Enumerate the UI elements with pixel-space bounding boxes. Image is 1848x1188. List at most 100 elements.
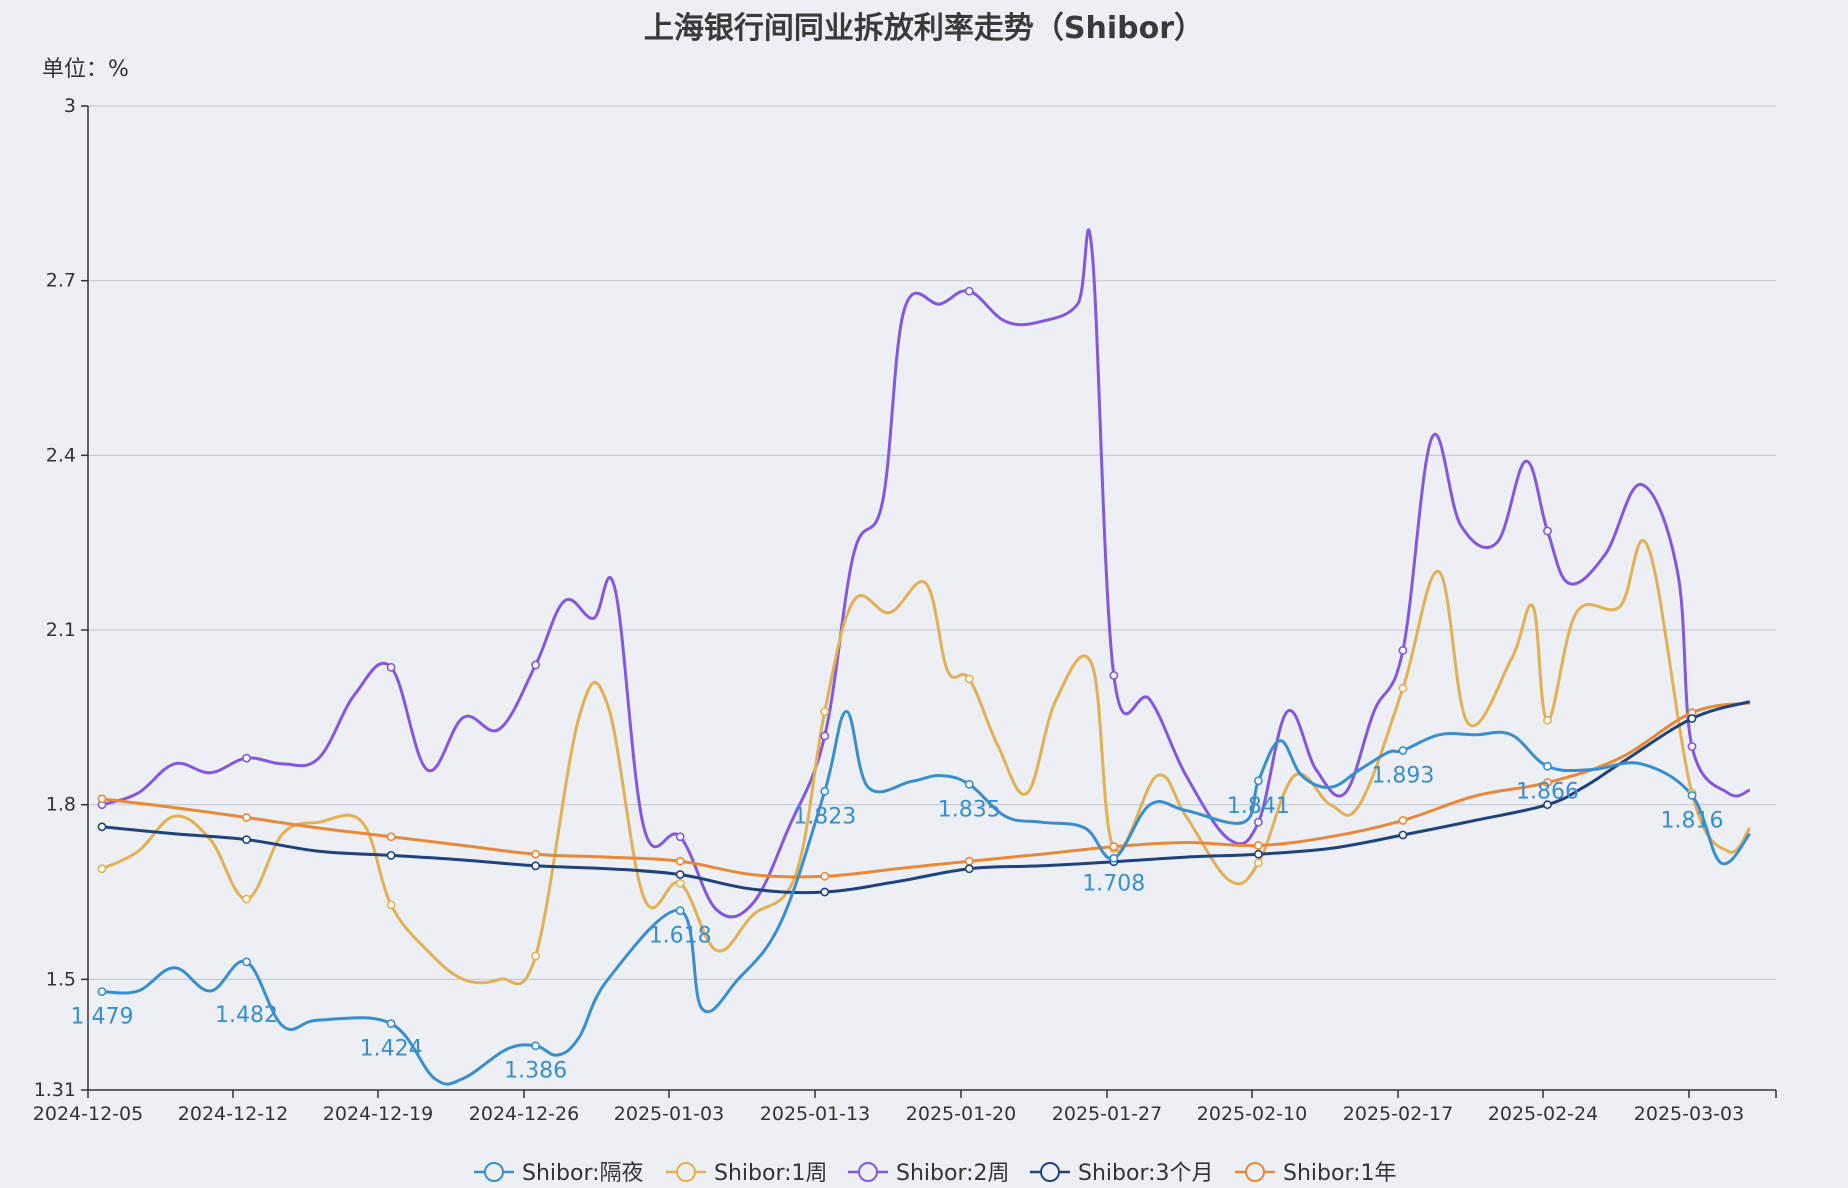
data-point <box>242 813 251 822</box>
data-point <box>675 856 685 866</box>
y-tick-label: 2.7 <box>46 270 76 292</box>
data-point <box>386 900 396 910</box>
data-point <box>97 864 107 874</box>
data-point <box>1543 526 1552 536</box>
data-point <box>820 786 830 796</box>
data-label: 1.386 <box>504 1059 567 1084</box>
legend-marker-icon <box>484 1162 504 1182</box>
data-point <box>1109 671 1119 680</box>
data-point <box>1398 816 1408 825</box>
data-point <box>386 832 396 842</box>
data-point <box>675 870 685 879</box>
legend-item-0[interactable]: Shibor:隔夜 <box>474 1161 644 1186</box>
x-tick-label: 2025-01-13 <box>760 1103 870 1125</box>
data-point <box>964 286 974 296</box>
x-tick-label: 2025-02-24 <box>1488 1103 1598 1125</box>
data-point <box>675 832 685 842</box>
x-tick-label: 2024-12-05 <box>33 1103 143 1125</box>
x-tick-label: 2025-02-17 <box>1343 1103 1453 1125</box>
data-point <box>1543 778 1552 787</box>
data-label: 1.835 <box>938 797 1001 822</box>
data-point <box>964 674 974 684</box>
data-label: 1.479 <box>71 1005 134 1030</box>
data-label: 1.816 <box>1661 808 1724 833</box>
data-label: 1.482 <box>215 1003 278 1028</box>
legend-item-4[interactable]: Shibor:1年 <box>1235 1161 1397 1186</box>
data-point <box>531 660 541 670</box>
data-point <box>820 887 830 897</box>
data-point <box>242 835 251 845</box>
data-point <box>820 707 830 716</box>
legend-label: Shibor:1年 <box>1283 1161 1397 1186</box>
unit-label: 单位：% <box>42 57 129 82</box>
series-line-2 <box>101 228 1751 919</box>
data-point <box>97 987 107 996</box>
data-label: 1.424 <box>360 1037 423 1062</box>
data-point <box>242 894 251 904</box>
data-point <box>1109 853 1119 863</box>
data-point <box>1253 858 1263 868</box>
x-tick-label: 2025-01-27 <box>1052 1103 1162 1125</box>
legend-marker-icon <box>676 1162 696 1182</box>
data-points <box>97 286 1697 1051</box>
data-point <box>964 856 974 866</box>
series-line-3 <box>101 700 1751 895</box>
legend-item-2[interactable]: Shibor:2周 <box>848 1161 1010 1186</box>
data-point <box>1543 715 1552 725</box>
legend-item-3[interactable]: Shibor:3个月 <box>1030 1161 1214 1186</box>
x-tick-label: 2025-01-03 <box>614 1103 724 1125</box>
data-point <box>1253 841 1263 850</box>
data-point <box>242 753 251 763</box>
data-point <box>1687 714 1697 723</box>
data-point <box>964 864 974 874</box>
series-line-4 <box>101 701 1751 879</box>
data-point <box>820 731 830 741</box>
x-tick-label: 2024-12-19 <box>323 1103 433 1125</box>
data-point <box>820 871 830 881</box>
data-label: 1.708 <box>1082 871 1145 896</box>
series-line-0 <box>101 709 1751 1086</box>
legend-label: Shibor:1周 <box>714 1161 828 1186</box>
data-point <box>1543 761 1552 771</box>
data-label: 1.893 <box>1371 764 1434 789</box>
legend-label: Shibor:2周 <box>896 1161 1010 1186</box>
data-point <box>1253 776 1263 786</box>
y-tick-label: 1.5 <box>46 968 76 990</box>
legend-marker-icon <box>1040 1162 1060 1182</box>
data-point <box>386 662 396 672</box>
data-point <box>531 849 541 859</box>
legend[interactable]: Shibor:隔夜 Shibor:1周 Shibor:2周 Shibor:3个月 Shi… <box>474 1161 1397 1186</box>
data-point <box>675 906 685 916</box>
data-point <box>1253 849 1263 859</box>
legend-label: Shibor:隔夜 <box>522 1161 644 1186</box>
data-label: 1.866 <box>1516 779 1579 804</box>
data-point <box>1687 790 1697 800</box>
x-tick-label: 2025-01-20 <box>906 1103 1016 1125</box>
grid-lines <box>88 105 1776 980</box>
y-tick-label: 1.8 <box>46 794 76 816</box>
data-label: 1.618 <box>649 924 712 949</box>
data-labels: 1.479 1.482 1.424 1.386 1.618 1.823 1.835 1.708… <box>71 764 1724 1084</box>
series-line-1 <box>101 538 1752 986</box>
data-point <box>531 861 541 871</box>
y-tick-label: 2.4 <box>46 444 76 466</box>
data-point <box>386 1019 396 1029</box>
data-label: 1.841 <box>1227 794 1290 819</box>
data-point <box>97 822 107 832</box>
legend-marker-icon <box>1245 1162 1265 1182</box>
x-tick-label: 2025-02-10 <box>1197 1103 1307 1125</box>
data-point <box>531 1041 541 1051</box>
data-point <box>531 951 541 961</box>
data-point <box>1109 842 1119 852</box>
legend-item-1[interactable]: Shibor:1周 <box>666 1161 828 1186</box>
y-tick-label: 3 <box>64 95 76 117</box>
data-point <box>97 794 107 804</box>
data-point <box>675 878 685 888</box>
y-tick-label: 2.1 <box>46 619 76 641</box>
x-tick-label: 2025-03-03 <box>1634 1103 1744 1125</box>
legend-marker-icon <box>858 1162 878 1182</box>
x-tick-label: 2024-12-12 <box>178 1103 288 1125</box>
data-point <box>386 850 396 860</box>
data-point <box>1543 800 1552 810</box>
chart-title: 上海银行间同业拆放利率走势（Shibor） <box>644 11 1204 46</box>
